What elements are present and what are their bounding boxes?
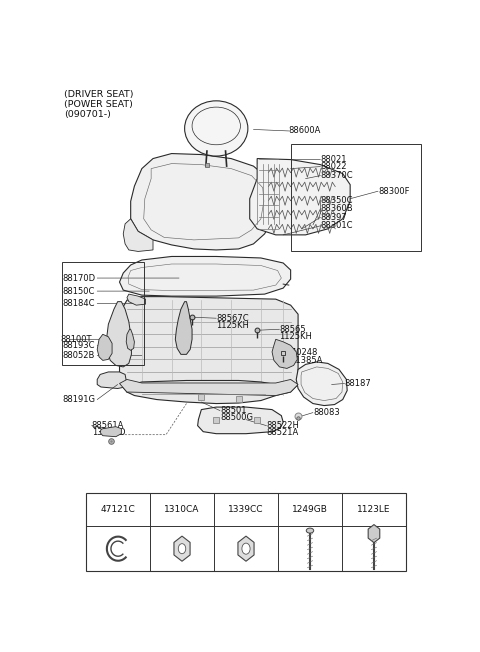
- Text: (DRIVER SEAT): (DRIVER SEAT): [64, 90, 133, 99]
- Text: 88567C: 88567C: [216, 314, 249, 323]
- Text: 88021: 88021: [321, 155, 347, 164]
- Polygon shape: [198, 407, 283, 434]
- Text: 88360B: 88360B: [321, 204, 353, 213]
- Text: 88565: 88565: [279, 325, 306, 334]
- Polygon shape: [97, 372, 126, 389]
- Ellipse shape: [306, 528, 314, 533]
- Polygon shape: [123, 219, 153, 252]
- Polygon shape: [126, 329, 134, 350]
- Polygon shape: [272, 339, 297, 368]
- Bar: [290, 143, 421, 252]
- Text: (090701-): (090701-): [64, 110, 110, 119]
- Polygon shape: [174, 536, 190, 561]
- Polygon shape: [131, 154, 276, 250]
- Polygon shape: [296, 362, 347, 406]
- Polygon shape: [238, 536, 254, 561]
- Text: 47121C: 47121C: [101, 505, 135, 514]
- Text: (POWER SEAT): (POWER SEAT): [64, 100, 132, 110]
- Text: 1125KH: 1125KH: [279, 332, 312, 341]
- Polygon shape: [97, 334, 112, 361]
- Text: 88500G: 88500G: [220, 413, 253, 422]
- Polygon shape: [120, 297, 298, 396]
- Text: 88397: 88397: [321, 213, 347, 222]
- Text: 88301C: 88301C: [321, 221, 353, 230]
- Text: 1123LE: 1123LE: [357, 505, 391, 514]
- Circle shape: [178, 544, 186, 554]
- Text: 88022: 88022: [321, 162, 347, 171]
- Ellipse shape: [185, 101, 248, 156]
- Polygon shape: [107, 302, 132, 367]
- Polygon shape: [368, 525, 380, 542]
- Polygon shape: [250, 158, 350, 235]
- Text: 1125KH: 1125KH: [216, 321, 249, 330]
- Text: 88522H: 88522H: [266, 421, 300, 430]
- Text: 10248: 10248: [290, 348, 317, 357]
- Polygon shape: [120, 379, 298, 396]
- Bar: [86, 494, 406, 571]
- Polygon shape: [127, 294, 145, 305]
- Text: 88083: 88083: [313, 408, 340, 417]
- Text: 1249GB: 1249GB: [292, 505, 328, 514]
- Polygon shape: [100, 426, 121, 437]
- Text: 88350C: 88350C: [321, 196, 353, 205]
- Text: 1339CC: 1339CC: [228, 505, 264, 514]
- Polygon shape: [126, 381, 279, 404]
- Text: 88191G: 88191G: [62, 395, 96, 404]
- Text: 88370C: 88370C: [321, 171, 353, 180]
- Text: 81385A: 81385A: [290, 356, 323, 365]
- Text: 1327AD: 1327AD: [92, 428, 125, 437]
- Polygon shape: [120, 256, 290, 296]
- Text: 1310CA: 1310CA: [164, 505, 200, 514]
- Circle shape: [242, 543, 250, 554]
- Text: 88184C: 88184C: [62, 299, 95, 308]
- Text: 88100T: 88100T: [60, 334, 92, 344]
- Text: 88561A: 88561A: [92, 421, 124, 430]
- Polygon shape: [175, 302, 192, 355]
- Text: 88300F: 88300F: [378, 186, 409, 196]
- Text: 88150C: 88150C: [62, 287, 95, 295]
- Text: 88600A: 88600A: [289, 126, 321, 136]
- Text: 88170D: 88170D: [62, 274, 96, 282]
- Text: 88193C: 88193C: [62, 341, 95, 350]
- Text: 88501: 88501: [220, 406, 246, 415]
- Bar: [62, 263, 144, 365]
- Text: 88521A: 88521A: [266, 428, 299, 437]
- Text: 88052B: 88052B: [62, 351, 95, 360]
- Text: 88187: 88187: [345, 379, 372, 388]
